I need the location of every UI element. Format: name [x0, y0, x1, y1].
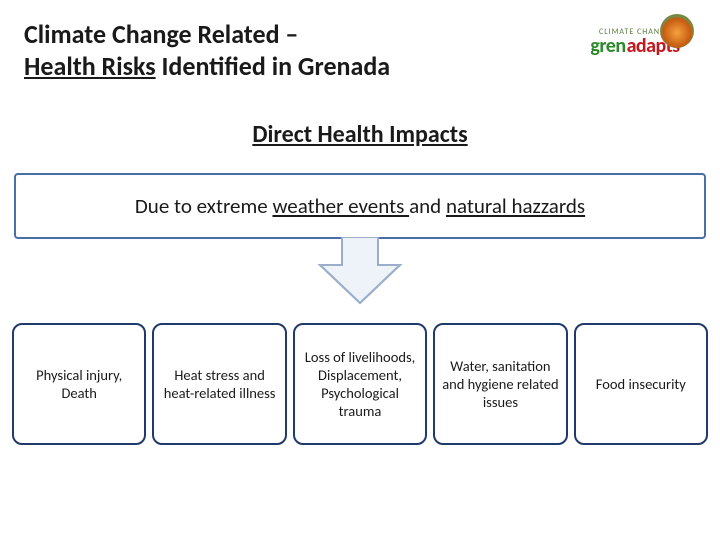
title-block: Climate Change Related – Health Risks Id…: [24, 18, 570, 82]
title-rest: Identified in Grenada: [156, 50, 391, 82]
impact-box-0: Physical injury, Death: [12, 323, 146, 445]
down-arrow-icon: [312, 237, 408, 305]
impact-label: Loss of livelihoods, Displacement, Psych…: [301, 348, 419, 421]
cause-u2: natural hazzards: [446, 193, 585, 219]
title-line-1: Climate Change Related –: [24, 18, 570, 50]
arrow-wrap: [0, 237, 720, 305]
impact-box-1: Heat stress and heat-related illness: [152, 323, 286, 445]
impact-box-3: Water, sanitation and hygiene related is…: [433, 323, 567, 445]
impact-label: Physical injury, Death: [20, 366, 138, 402]
impact-label: Heat stress and heat-related illness: [160, 366, 278, 402]
cause-u1: weather events: [272, 193, 409, 219]
impact-label: Water, sanitation and hygiene related is…: [441, 357, 559, 411]
logo-part1: gren: [590, 34, 625, 58]
header: Climate Change Related – Health Risks Id…: [0, 0, 720, 92]
title-line-2: Health Risks Identified in Grenada: [24, 50, 570, 82]
impact-box-4: Food insecurity: [574, 323, 708, 445]
impact-box-2: Loss of livelihoods, Displacement, Psych…: [293, 323, 427, 445]
subtitle: Direct Health Impacts: [0, 120, 720, 149]
title-underlined: Health Risks: [24, 50, 156, 82]
logo: CLIMATE CHANGE grenadapts: [570, 18, 700, 66]
cause-mid: and: [409, 193, 446, 219]
arrow-path: [320, 237, 400, 303]
impact-row: Physical injury, Death Heat stress and h…: [12, 323, 708, 445]
cause-prefix: Due to extreme: [135, 193, 273, 219]
impact-label: Food insecurity: [596, 375, 686, 393]
logo-icon: [660, 14, 694, 48]
cause-box: Due to extreme weather events and natura…: [14, 173, 706, 239]
